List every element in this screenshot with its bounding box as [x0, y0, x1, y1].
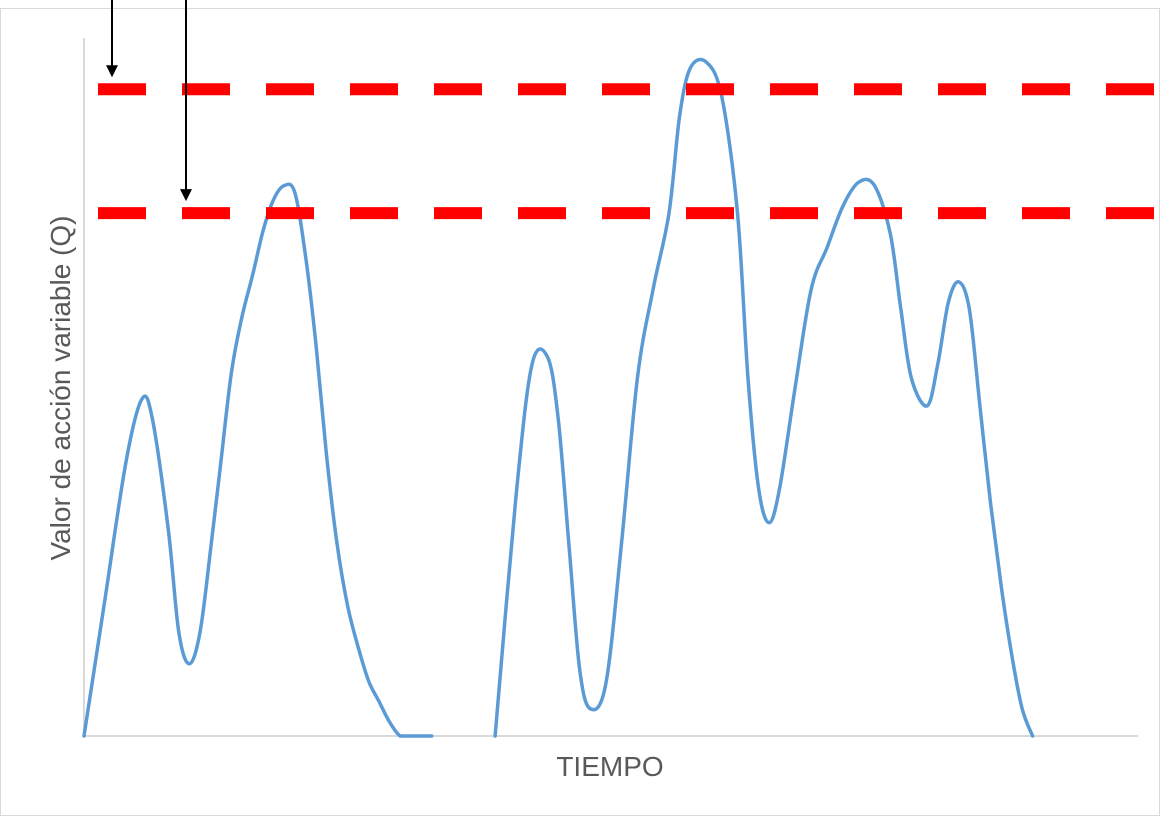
- series-line-segment-2: [493, 57, 1035, 738]
- annotation-arrow-head-2: [180, 189, 192, 202]
- x-axis-title: TIEMPO: [556, 751, 663, 782]
- chart-frame: [0, 8, 1160, 816]
- threshold-layer: [98, 83, 1160, 220]
- y-axis-title: Valor de acción variable (Q): [45, 216, 76, 561]
- annotation-arrow-head-1: [106, 65, 118, 78]
- series-line-segment-1: [82, 182, 434, 738]
- series-layer: [82, 57, 1035, 738]
- annotation-layer: [106, 0, 192, 202]
